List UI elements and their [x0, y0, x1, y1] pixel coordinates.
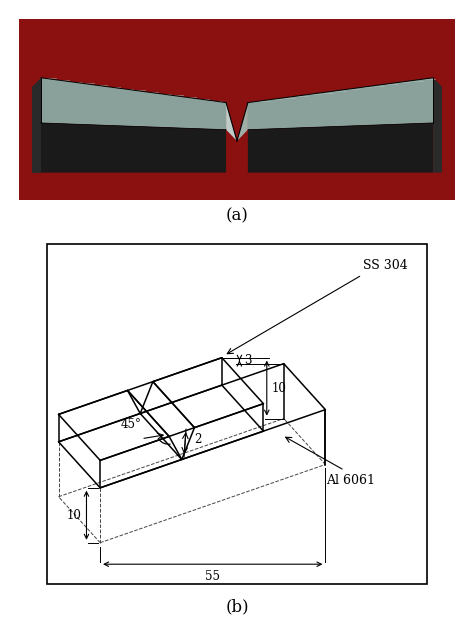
- Text: (b): (b): [225, 598, 249, 616]
- Text: SS 304: SS 304: [363, 259, 408, 271]
- Text: 45°: 45°: [121, 418, 142, 431]
- Polygon shape: [41, 123, 226, 172]
- Text: (a): (a): [226, 207, 248, 224]
- Polygon shape: [226, 103, 237, 141]
- Polygon shape: [41, 78, 226, 130]
- Polygon shape: [433, 78, 442, 172]
- Text: 2: 2: [194, 432, 201, 446]
- Text: 10: 10: [67, 508, 82, 522]
- Text: 3: 3: [244, 354, 252, 367]
- Polygon shape: [32, 78, 41, 172]
- Polygon shape: [248, 123, 433, 172]
- Text: 10: 10: [272, 382, 286, 394]
- Text: 55: 55: [205, 570, 220, 583]
- Polygon shape: [237, 103, 248, 141]
- Polygon shape: [248, 78, 433, 130]
- Text: Al 6061: Al 6061: [326, 474, 375, 487]
